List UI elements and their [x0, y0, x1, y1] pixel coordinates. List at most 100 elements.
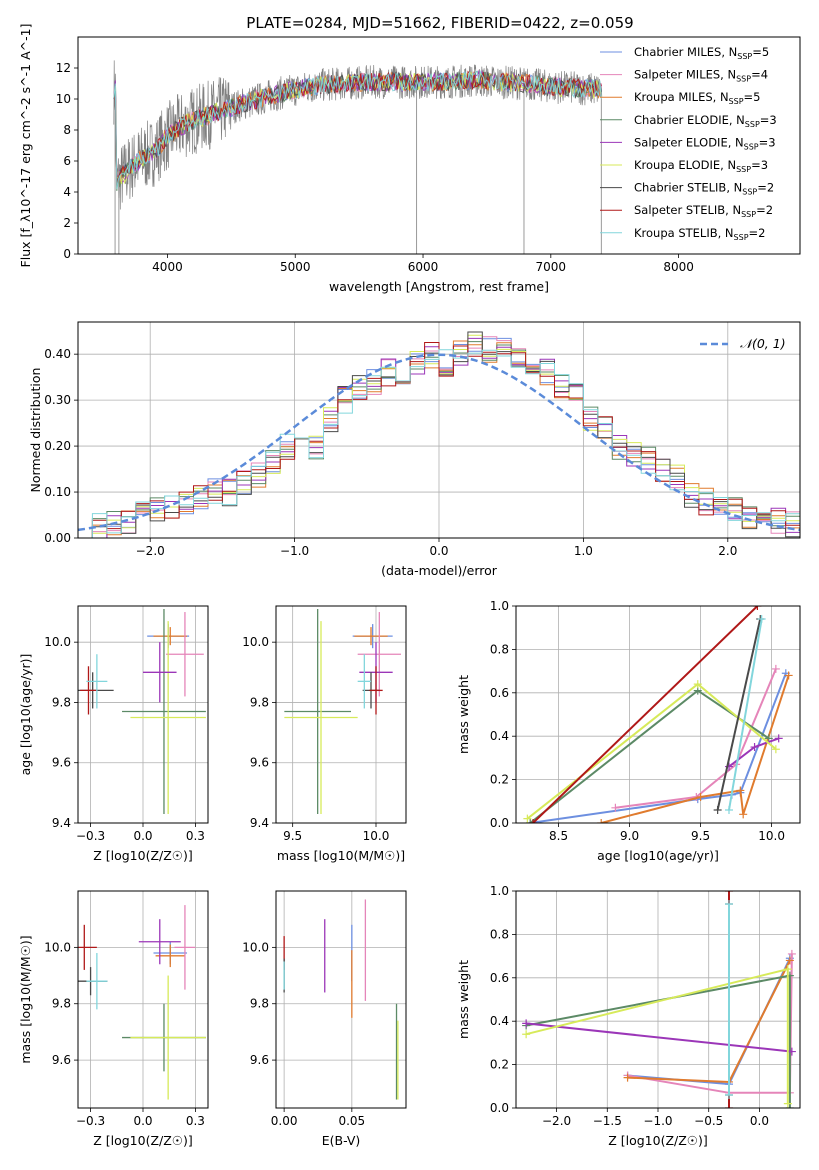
- weight-point-marker: [526, 819, 535, 823]
- weight-series-line: [532, 606, 759, 823]
- y-tick-label: 12: [56, 61, 71, 75]
- y-axis-label: Flux [f_λ10^-17 erg cm^-2 s^-1 A^-1]: [18, 24, 33, 268]
- x-axis-label: Z [log10(Z/Z☉)]: [93, 848, 193, 863]
- plot-area: [523, 606, 793, 823]
- weight-point-marker: [725, 805, 733, 814]
- panel-weight-vs-age: 8.5 9.0 9.5 10.0 0.0 0.2 0.4 0.6 0.8 1.0 age [log1…: [456, 599, 801, 863]
- y-tick-label: 0.20: [44, 439, 71, 453]
- weight-series-line: [525, 1022, 793, 1053]
- y-axis-label: Normed distribution: [28, 368, 43, 493]
- x-tick-label: 8.5: [549, 829, 568, 843]
- axes-frame: [77, 36, 801, 255]
- y-tick-label: 0.6: [490, 971, 509, 985]
- plot-area: [522, 891, 796, 1108]
- weight-point-marker: [783, 965, 792, 974]
- x-tick-label: −2.0: [136, 544, 165, 558]
- x-axis-label: mass [log10(M/M☉)]: [277, 848, 405, 863]
- y-tick-label: 8: [63, 123, 71, 137]
- weight-series-line: [615, 668, 777, 809]
- x-tick-label: 10.0: [758, 829, 785, 843]
- weight-point-marker: [787, 949, 796, 958]
- normal-curve: [78, 353, 800, 532]
- axes-frame: [77, 890, 209, 1109]
- y-tick-label: 2: [63, 216, 71, 230]
- y-tick-label: 4: [63, 185, 71, 199]
- x-tick-label: 0.3: [186, 1114, 205, 1128]
- x-axis-label: (data-model)/error: [381, 563, 498, 578]
- panel-mass-vs-extinction: 0.00 0.05 9.6 9.8 10.0 E(B-V): [242, 890, 407, 1148]
- x-tick-label: −0.3: [76, 1114, 105, 1128]
- axes-frame: [77, 321, 801, 539]
- y-tick-label: 10.0: [44, 940, 71, 954]
- weight-series-line: [728, 618, 763, 811]
- y-tick-label: 9.8: [250, 695, 269, 709]
- model-spectrum-line: [113, 69, 602, 189]
- plot-area: [78, 609, 206, 814]
- weight-point-marker: [693, 680, 702, 689]
- y-tick-label: 9.4: [52, 816, 71, 830]
- panel-age-vs-metallicity: −0.3 0.0 0.3 9.4 9.6 9.8 10.0 Z [log10(Z/Z☉)] ag…: [18, 605, 209, 863]
- x-tick-label: −2.0: [542, 1114, 571, 1128]
- plot-area: [283, 899, 399, 1100]
- model-spectrum-line: [113, 71, 602, 185]
- x-tick-label: 10.0: [363, 829, 390, 843]
- x-axis-label: wavelength [Angstrom, rest frame]: [329, 279, 549, 294]
- weight-point-marker: [736, 786, 745, 795]
- weight-point-marker: [611, 803, 620, 812]
- weight-point-marker: [753, 606, 762, 610]
- y-tick-label: 9.6: [52, 1053, 71, 1067]
- weight-point-marker: [785, 1104, 794, 1108]
- plot-area: [284, 609, 401, 814]
- model-spectrum-line: [113, 70, 602, 186]
- x-tick-label: 0.0: [429, 544, 448, 558]
- y-tick-label: 10: [56, 92, 71, 106]
- x-tick-label: 0.3: [186, 829, 205, 843]
- y-tick-label: 1.0: [490, 884, 509, 898]
- x-tick-label: −1.0: [643, 1114, 672, 1128]
- y-tick-label: 0.4: [490, 729, 509, 743]
- y-tick-label: 6: [63, 154, 71, 168]
- axes-frame: [515, 605, 801, 824]
- x-tick-label: 8000: [663, 260, 694, 274]
- x-tick-label: −0.5: [694, 1114, 723, 1128]
- y-tick-label: 0.40: [44, 347, 71, 361]
- panel-residuals: −2.0 −1.0 0.0 1.0 2.0 0.00 0.10 0.20 0.30 0.40 (da…: [28, 321, 801, 578]
- weight-point-marker: [757, 615, 766, 624]
- x-tick-label: 7000: [536, 260, 567, 274]
- x-tick-label: 6000: [408, 260, 439, 274]
- weight-point-marker: [597, 819, 606, 823]
- y-tick-label: 1.0: [490, 599, 509, 613]
- axes-frame: [77, 605, 209, 824]
- weight-series-line: [716, 618, 762, 811]
- weight-point-marker: [725, 900, 733, 909]
- x-tick-label: 0.0: [133, 829, 152, 843]
- x-tick-label: 0.0: [750, 1114, 769, 1128]
- axes-frame: [275, 890, 407, 1109]
- weight-point-marker: [713, 805, 722, 814]
- y-tick-label: 0: [63, 247, 71, 261]
- x-axis-label: Z [log10(Z/Z☉)]: [608, 1133, 708, 1148]
- weight-point-marker: [696, 792, 705, 801]
- panel-spectrum: 4000 5000 6000 7000 8000 0 2 4 6 8 10 12 wavelength …: [18, 24, 801, 294]
- legend-label: 𝒩(0, 1): [740, 336, 786, 351]
- weight-point-marker: [739, 810, 748, 819]
- x-tick-label: −1.0: [280, 544, 309, 558]
- panel-mass-vs-metallicity: −0.3 0.0 0.3 9.6 9.8 10.0 Z [log10(Z/Z☉)] mass …: [18, 890, 209, 1148]
- y-tick-label: 10.0: [44, 635, 71, 649]
- x-tick-label: 0.0: [133, 1114, 152, 1128]
- y-tick-label: 9.4: [250, 816, 269, 830]
- y-tick-label: 0.2: [490, 1058, 509, 1072]
- weight-point-marker: [623, 1073, 632, 1082]
- weight-point-marker: [787, 1047, 796, 1056]
- x-tick-label: 0.00: [271, 1114, 298, 1128]
- panel-age-vs-mass: 9.5 10.0 9.4 9.6 9.8 10.0 mass [log10(M/M☉)]: [242, 605, 407, 863]
- legend-label: Chabrier STELIB, NSSP=2: [634, 181, 774, 197]
- weight-point-marker: [783, 1099, 792, 1108]
- weight-point-marker: [784, 671, 793, 680]
- weight-point-marker: [523, 814, 532, 823]
- weight-point-marker: [771, 745, 780, 754]
- legend-label: Salpeter STELIB, NSSP=2: [634, 203, 773, 219]
- weight-point-marker: [725, 1090, 733, 1099]
- y-tick-label: 0.10: [44, 485, 71, 499]
